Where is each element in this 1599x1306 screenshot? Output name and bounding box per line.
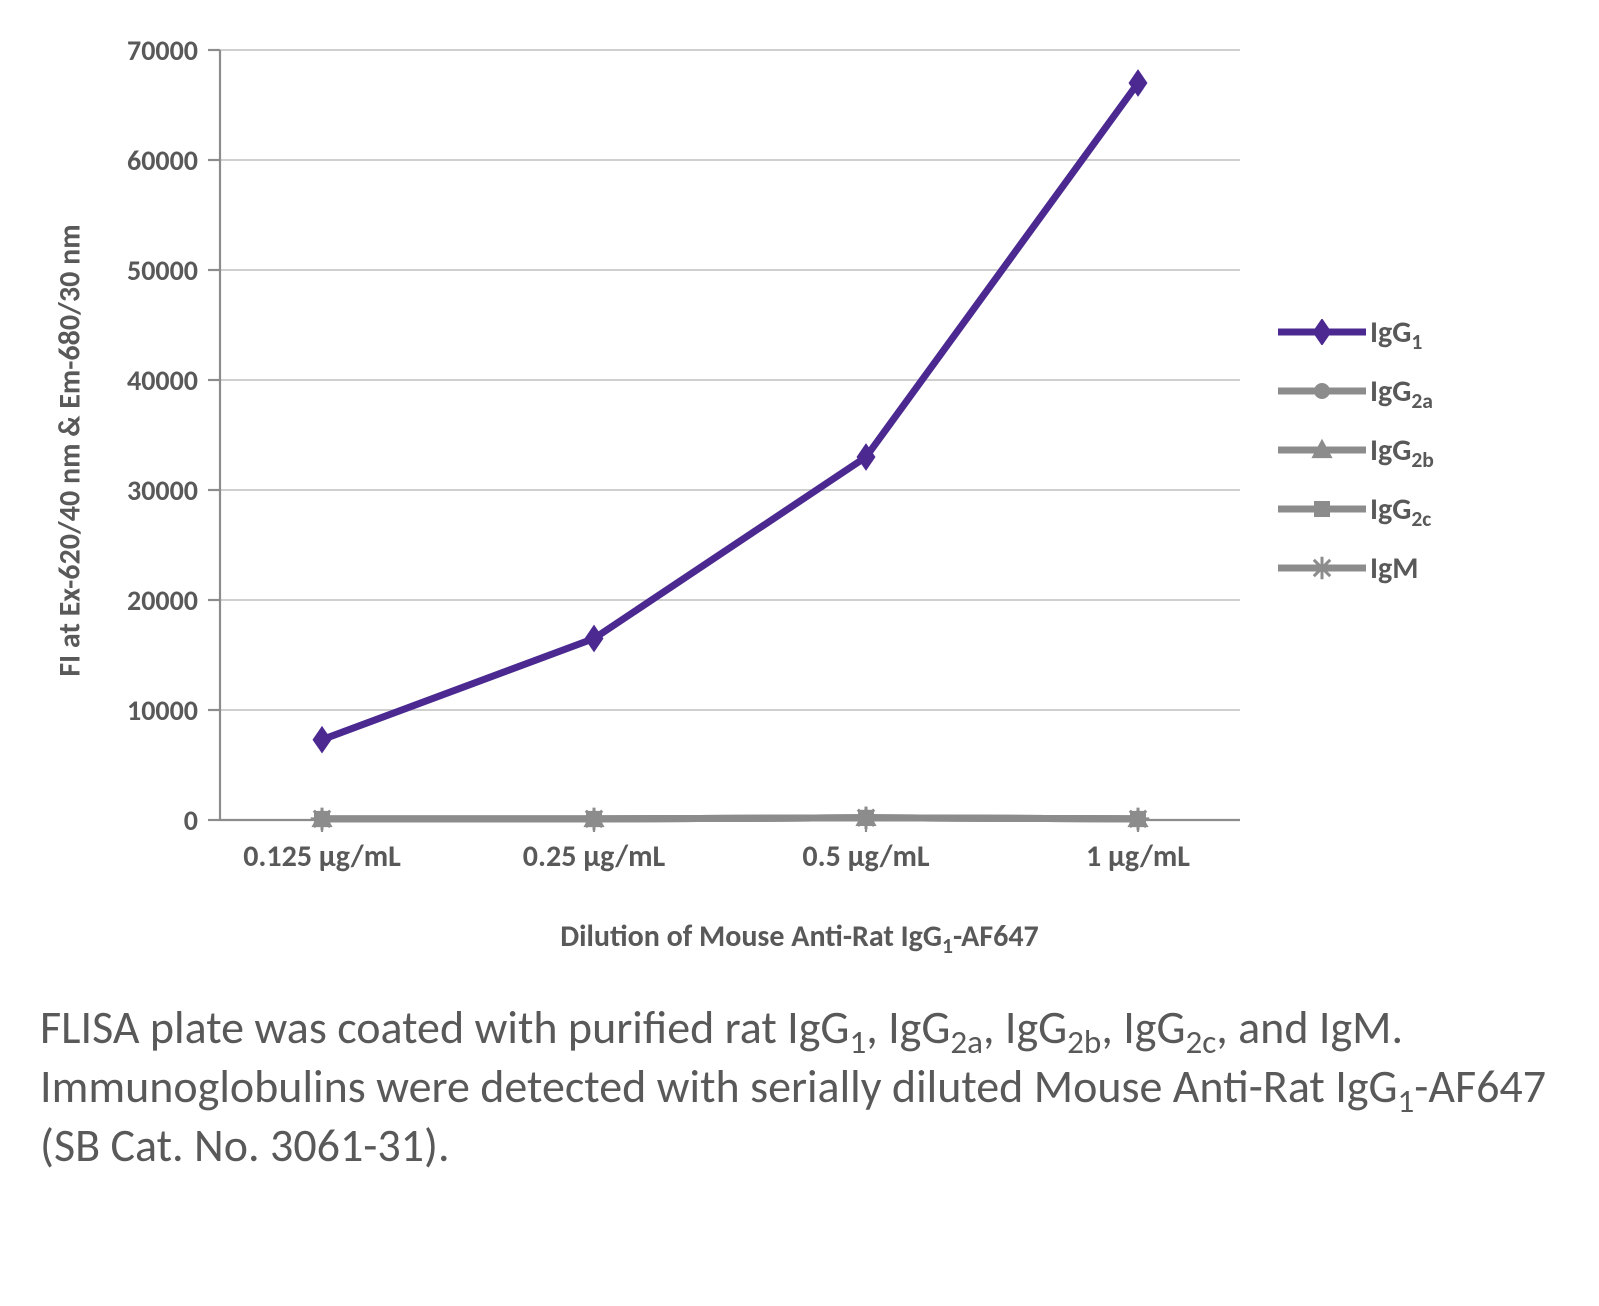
legend-label: IgG2b — [1370, 432, 1434, 469]
svg-text:0: 0 — [184, 803, 198, 838]
legend-swatch — [1278, 319, 1366, 345]
legend-label: IgM — [1370, 550, 1418, 587]
legend-item: IgG2c — [1278, 491, 1434, 528]
legend-label: IgG1 — [1370, 314, 1422, 351]
figure-page: FI at Ex-620/40 nm & Em-680/30 nm 0 10000… — [0, 0, 1599, 1306]
svg-text:50000: 50000 — [127, 253, 198, 288]
legend-item: IgM — [1278, 550, 1434, 587]
legend-swatch — [1278, 378, 1366, 404]
legend-label: IgG2c — [1370, 491, 1431, 528]
svg-text:70000: 70000 — [127, 33, 198, 68]
svg-text:60000: 60000 — [127, 143, 198, 178]
legend-label: IgG2a — [1370, 373, 1433, 410]
svg-text:30000: 30000 — [127, 473, 198, 508]
svg-text:1 µg/mL: 1 µg/mL — [1086, 838, 1190, 875]
chart-row: FI at Ex-620/40 nm & Em-680/30 nm 0 10000… — [40, 20, 1559, 880]
chart-and-legend: 0 10000 20000 30000 40000 50000 60000 70000 0.12… — [100, 20, 1434, 880]
figure-caption: FLISA plate was coated with purified rat… — [40, 999, 1559, 1176]
x-axis-label: Dilution of Mouse Anti-Rat IgG1-AF647 — [40, 918, 1559, 955]
y-axis-label: FI at Ex-620/40 nm & Em-680/30 nm — [52, 224, 89, 676]
svg-text:20000: 20000 — [127, 583, 198, 618]
legend-item: IgG2a — [1278, 373, 1434, 410]
y-axis-label-wrap: FI at Ex-620/40 nm & Em-680/30 nm — [40, 432, 100, 469]
legend-swatch — [1278, 555, 1366, 581]
svg-text:10000: 10000 — [127, 693, 198, 728]
legend-swatch — [1278, 437, 1366, 463]
legend-item: IgG1 — [1278, 314, 1434, 351]
svg-text:0.25 µg/mL: 0.25 µg/mL — [523, 838, 666, 875]
legend-swatch — [1278, 496, 1366, 522]
svg-text:0.125 µg/mL: 0.125 µg/mL — [243, 838, 401, 875]
svg-text:40000: 40000 — [127, 363, 198, 398]
svg-text:0.5 µg/mL: 0.5 µg/mL — [802, 838, 930, 875]
legend-item: IgG2b — [1278, 432, 1434, 469]
legend: IgG1 IgG2a IgG2b IgG2c IgM — [1278, 292, 1434, 609]
chart-plot: 0 10000 20000 30000 40000 50000 60000 70000 0.12… — [100, 20, 1250, 880]
